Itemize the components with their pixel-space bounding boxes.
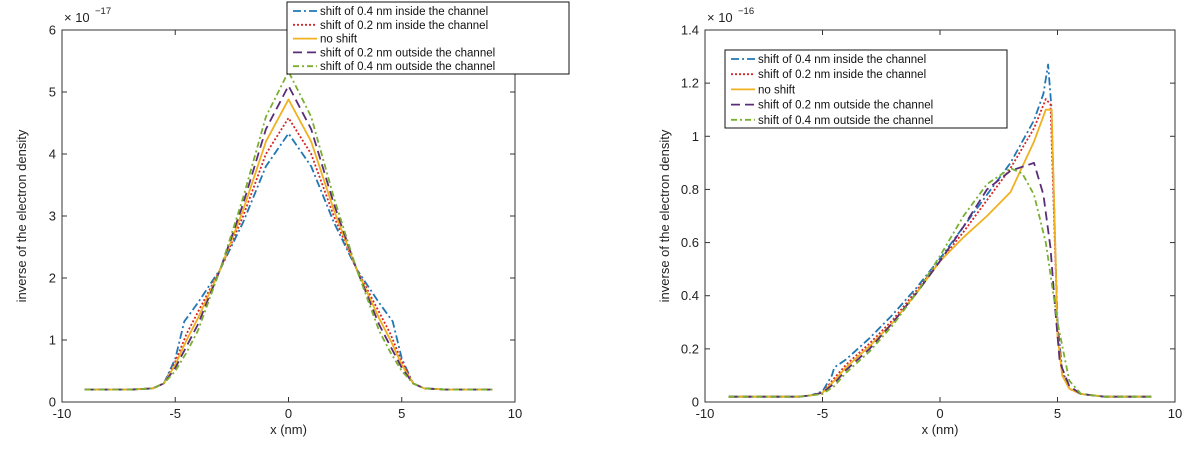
y-tick-label: 0.8: [681, 182, 699, 197]
x-axis-label: x (nm): [922, 422, 959, 437]
x-tick-label: 0: [936, 406, 943, 421]
y-exponent-power: −16: [738, 6, 754, 17]
series-line-5: [728, 167, 1152, 398]
chart-2: -10 -5 0 5 10 0 0.2 0.4 0.6 0.8 1 1.2 1.4 × 10 −16 x (n…: [657, 6, 1182, 437]
y-tick-label: 0.4: [681, 288, 699, 303]
legend-entry-label: shift of 0.2 nm outside the channel: [320, 47, 495, 59]
legend: shift of 0.4 nm inside the channel shift …: [724, 49, 1008, 129]
x-tick-label: 5: [1054, 406, 1061, 421]
x-axis-label: x (nm): [270, 422, 307, 437]
y-exponent-label: × 10: [64, 10, 90, 25]
x-tick-label: 0: [285, 406, 292, 421]
y-tick-label: 0: [692, 395, 699, 410]
legend-entry-label: no shift: [758, 84, 796, 96]
y-axis-label: inverse of the electron density: [14, 129, 29, 302]
y-tick-label: 1: [49, 333, 56, 348]
x-tick-label: -10: [696, 406, 715, 421]
x-tick-label: 10: [508, 406, 522, 421]
y-tick-label: 6: [49, 23, 56, 38]
series-line-3: [728, 108, 1152, 398]
chart-1: -10 -5 0 5 10 0 1 2 3 4 5 6 × 10 −17 x (nm) inverse of …: [14, 1, 570, 437]
x-tick-label: 5: [398, 406, 405, 421]
y-axis-label: inverse of the electron density: [657, 129, 672, 302]
y-tick-label: 0: [49, 395, 56, 410]
y-tick-label: 1: [692, 129, 699, 144]
y-tick-label: 2: [49, 271, 56, 286]
legend-entry-label: shift of 0.4 nm inside the channel: [320, 6, 488, 18]
y-tick-label: 4: [49, 147, 56, 162]
legend-entry-label: shift of 0.4 nm inside the channel: [758, 54, 926, 66]
legend-box: [724, 49, 1008, 129]
legend-box: [286, 1, 570, 75]
series-line-4: [728, 161, 1152, 398]
y-tick-label: 3: [49, 209, 56, 224]
plot-area: [61, 29, 516, 403]
legend-entry-label: shift of 0.2 nm inside the channel: [758, 69, 926, 81]
legend-entry-label: shift of 0.2 nm outside the channel: [758, 100, 933, 112]
series-line-5: [84, 70, 493, 391]
y-exponent-label: × 10: [707, 10, 733, 25]
series-line-1: [84, 132, 493, 391]
y-exponent-power: −17: [95, 6, 111, 17]
x-tick-label: -5: [169, 406, 181, 421]
y-tick-label: 5: [49, 85, 56, 100]
x-tick-label: 10: [1168, 406, 1182, 421]
x-tick-label: -5: [817, 406, 829, 421]
legend-entry-label: no shift: [320, 34, 358, 46]
x-tick-label: -10: [53, 406, 72, 421]
legend-entry-label: shift of 0.4 nm outside the channel: [320, 61, 495, 73]
legend-entry-label: shift of 0.4 nm outside the channel: [758, 115, 933, 127]
legend-entry-label: shift of 0.2 nm inside the channel: [320, 20, 488, 32]
series-line-2: [728, 98, 1152, 398]
y-tick-label: 0.6: [681, 235, 699, 250]
y-tick-label: 0.2: [681, 341, 699, 356]
y-tick-label: 1.4: [681, 23, 699, 38]
legend: shift of 0.4 nm inside the channel shift …: [286, 1, 570, 75]
y-tick-label: 1.2: [681, 76, 699, 91]
